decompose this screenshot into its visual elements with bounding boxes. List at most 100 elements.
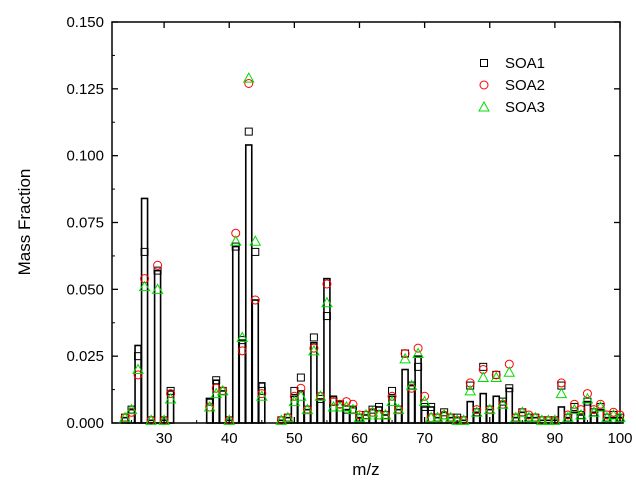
data-point-soa3 (464, 384, 477, 396)
data-point-soa3 (483, 403, 496, 415)
data-point-soa2 (322, 279, 332, 289)
bar (310, 341, 318, 424)
data-point-soa1 (583, 397, 592, 406)
data-point-soa2 (237, 346, 247, 356)
data-point-soa3 (607, 408, 620, 420)
y-axis-title: Mass Fraction (15, 169, 34, 276)
data-point-soa3 (132, 363, 144, 375)
data-point-soa3 (321, 296, 333, 308)
data-point-soa3 (542, 414, 555, 425)
x-tick-label: 80 (481, 430, 498, 447)
legend-label: SOA1 (505, 55, 545, 72)
data-point-soa2 (250, 295, 260, 305)
data-point-soa3 (340, 400, 353, 412)
data-point-soa2 (341, 397, 351, 407)
data-point-soa3 (151, 283, 164, 294)
data-point-soa2 (328, 397, 338, 407)
data-point-soa1 (238, 336, 247, 345)
data-point-soa1 (251, 247, 260, 256)
data-point-soa3 (347, 403, 359, 415)
y-tick-label: 0.050 (66, 281, 104, 298)
data-point-soa1 (153, 266, 162, 275)
data-point-soa1 (322, 312, 331, 321)
data-point-soa3 (522, 411, 535, 423)
data-point-soa1 (134, 352, 143, 361)
data-point-soa3 (470, 406, 483, 417)
bar (153, 269, 162, 424)
data-point-soa2 (400, 348, 410, 358)
data-point-soa2 (211, 383, 221, 393)
data-point-soa3 (379, 408, 392, 420)
data-point-soa3 (412, 347, 424, 358)
data-point-soa3 (223, 414, 236, 425)
data-point-soa2 (335, 399, 345, 409)
data-point-soa2 (491, 370, 501, 380)
bar (231, 245, 240, 424)
data-point-soa1 (427, 402, 436, 411)
legend-label: SOA2 (505, 77, 545, 94)
data-point-soa2 (166, 389, 176, 399)
data-point-soa3 (477, 371, 490, 383)
data-point-soa3 (529, 411, 542, 423)
data-point-soa2 (309, 343, 319, 353)
x-axis-title: m/z (352, 460, 379, 479)
data-point-soa3 (138, 280, 151, 292)
data-point-soa3 (405, 379, 418, 391)
x-tick-label: 60 (351, 430, 368, 447)
data-point-soa1 (205, 397, 214, 406)
bar (479, 392, 488, 424)
data-point-soa3 (581, 392, 594, 404)
y-tick-label: 0.150 (66, 14, 104, 31)
bar (323, 277, 331, 424)
data-point-soa3 (295, 390, 307, 401)
data-point-soa2 (589, 405, 599, 415)
bar-series (121, 144, 624, 424)
data-point-soa3 (418, 395, 431, 407)
data-point-soa2 (524, 410, 534, 420)
x-tick-label: 50 (286, 430, 303, 447)
data-point-soa3 (334, 400, 346, 412)
data-point-soa3 (314, 390, 327, 401)
data-point-soa3 (490, 371, 503, 383)
data-point-soa3 (158, 414, 170, 425)
data-point-soa3 (145, 414, 157, 425)
data-point-soa3 (594, 400, 607, 412)
data-point-soa2 (153, 260, 163, 270)
data-point-soa2 (133, 370, 143, 380)
legend-label: SOA3 (505, 99, 545, 116)
y-tick-label: 0.125 (66, 81, 104, 98)
data-point-soa2 (556, 378, 566, 388)
data-point-soa1 (296, 373, 305, 382)
bar (166, 390, 175, 424)
legend-marker-soa2 (479, 80, 489, 90)
data-point-soa3 (509, 411, 522, 423)
data-point-soa2 (472, 405, 482, 415)
data-point-soa2 (569, 399, 579, 409)
bar (238, 339, 247, 424)
data-point-soa1 (505, 384, 514, 393)
bar (140, 197, 149, 424)
data-point-soa3 (203, 400, 216, 412)
data-point-soa3 (457, 414, 470, 425)
data-point-soa2 (420, 391, 430, 401)
data-point-soa2 (582, 389, 592, 399)
bar (511, 416, 520, 424)
x-tick-label: 70 (416, 430, 433, 447)
data-point-soa3 (164, 392, 177, 404)
data-point-soa1 (388, 386, 397, 395)
data-point-soa3 (249, 235, 262, 246)
data-point-soa3 (549, 414, 561, 425)
x-tick-label: 90 (547, 430, 564, 447)
data-point-soa3 (236, 331, 249, 342)
data-point-soa3 (562, 411, 574, 423)
data-point-soa3 (399, 352, 411, 364)
marker-series (119, 72, 626, 425)
data-point-soa3 (438, 408, 451, 420)
y-axis: 0.000 0.025 0.050 0.075 0.100 0.125 0.150 (66, 14, 620, 432)
legend-marker-soa1 (480, 59, 488, 67)
legend-marker-soa3 (478, 100, 490, 112)
data-point-soa3 (535, 414, 548, 425)
bar (303, 408, 312, 424)
bar (394, 408, 403, 424)
y-tick-label: 0.100 (66, 148, 104, 165)
